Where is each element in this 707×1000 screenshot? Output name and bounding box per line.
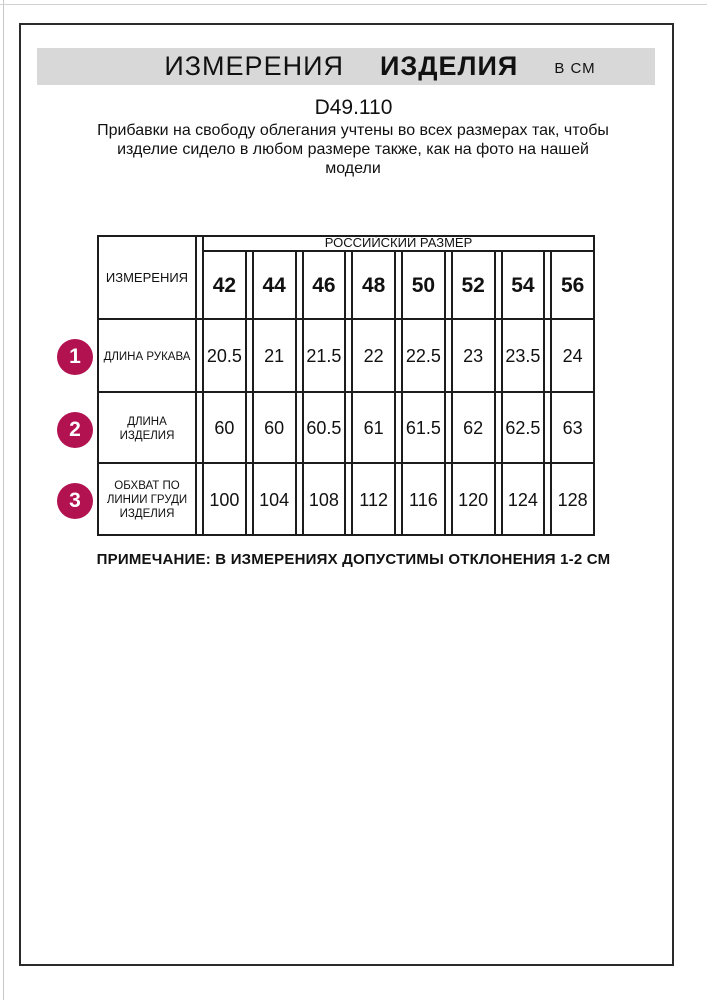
table-cell: 100: [202, 464, 247, 536]
table-cell: 20.5: [202, 320, 247, 393]
table-cell: 62.5: [500, 393, 546, 464]
size-header-56: 56: [550, 252, 595, 320]
table-cell: 22.5: [401, 320, 446, 393]
table-cell: 120: [450, 464, 496, 536]
table-cell: 61.5: [401, 393, 446, 464]
title-bar: ИЗМЕРЕНИЯ ИЗДЕЛИЯ В СМ: [37, 48, 655, 85]
table-line: [97, 462, 595, 464]
table-line: [97, 235, 595, 237]
size-group-header: РОССИЙСКИЙ РАЗМЕР: [202, 235, 595, 252]
table-cell: 128: [550, 464, 595, 536]
table-cell: 21.5: [301, 320, 347, 393]
page-title-product: ИЗДЕЛИЯ: [379, 51, 519, 81]
table-cell: 116: [401, 464, 446, 536]
table-cell: 104: [251, 464, 297, 536]
table-cell: 60: [202, 393, 247, 464]
fit-description: Прибавки на свободу облегания учтены во …: [97, 122, 609, 177]
table-line: [97, 534, 595, 536]
size-header-42: 42: [202, 252, 247, 320]
tolerance-note: ПРИМЕЧАНИЕ: В ИЗМЕРЕНИЯХ ДОПУСТИМЫ ОТКЛО…: [96, 551, 611, 568]
table-cell: 60: [251, 393, 297, 464]
page-border: [19, 23, 674, 966]
title-group: ИЗМЕРЕНИЯ ИЗДЕЛИЯ В СМ: [164, 51, 595, 82]
table-line: [97, 391, 595, 393]
page-title-measurements: ИЗМЕРЕНИЯ: [164, 51, 344, 81]
table-cell: 22: [351, 320, 396, 393]
size-header-46: 46: [301, 252, 347, 320]
measurements-table: ИЗМЕРЕНИЯ РОССИЙСКИЙ РАЗМЕР 42 44 46 48 …: [97, 235, 595, 536]
row-label-sleeve-length: ДЛИНА РУКАВА: [97, 320, 197, 393]
table-cell: 60.5: [301, 393, 347, 464]
table-corner-header: ИЗМЕРЕНИЯ: [97, 235, 197, 320]
table-cell: 21: [251, 320, 297, 393]
table-cell: 61: [351, 393, 396, 464]
row-number-badge-3: 3: [57, 483, 93, 519]
table-cell: 62: [450, 393, 496, 464]
row-number-badge-1: 1: [57, 339, 93, 375]
page-edge-line-vertical: [3, 0, 4, 1000]
size-header-54: 54: [500, 252, 546, 320]
row-label-chest-girth: ОБХВАТ ПО ЛИНИИ ГРУДИ ИЗДЕЛИЯ: [97, 464, 197, 536]
size-header-48: 48: [351, 252, 396, 320]
size-header-44: 44: [251, 252, 297, 320]
row-label-item-length: ДЛИНА ИЗДЕЛИЯ: [97, 393, 197, 464]
page-edge-line-horizontal: [0, 4, 707, 5]
table-cell: 24: [550, 320, 595, 393]
size-header-50: 50: [401, 252, 446, 320]
size-header-52: 52: [450, 252, 496, 320]
table-cell: 63: [550, 393, 595, 464]
table-cell: 112: [351, 464, 396, 536]
table-cell: 23: [450, 320, 496, 393]
table-cell: 23.5: [500, 320, 546, 393]
model-code: D49.110: [314, 96, 393, 119]
table-cell: 124: [500, 464, 546, 536]
page-title-units: В СМ: [554, 60, 596, 77]
table-line: [97, 318, 595, 320]
table-cell: 108: [301, 464, 347, 536]
row-number-badge-2: 2: [57, 412, 93, 448]
